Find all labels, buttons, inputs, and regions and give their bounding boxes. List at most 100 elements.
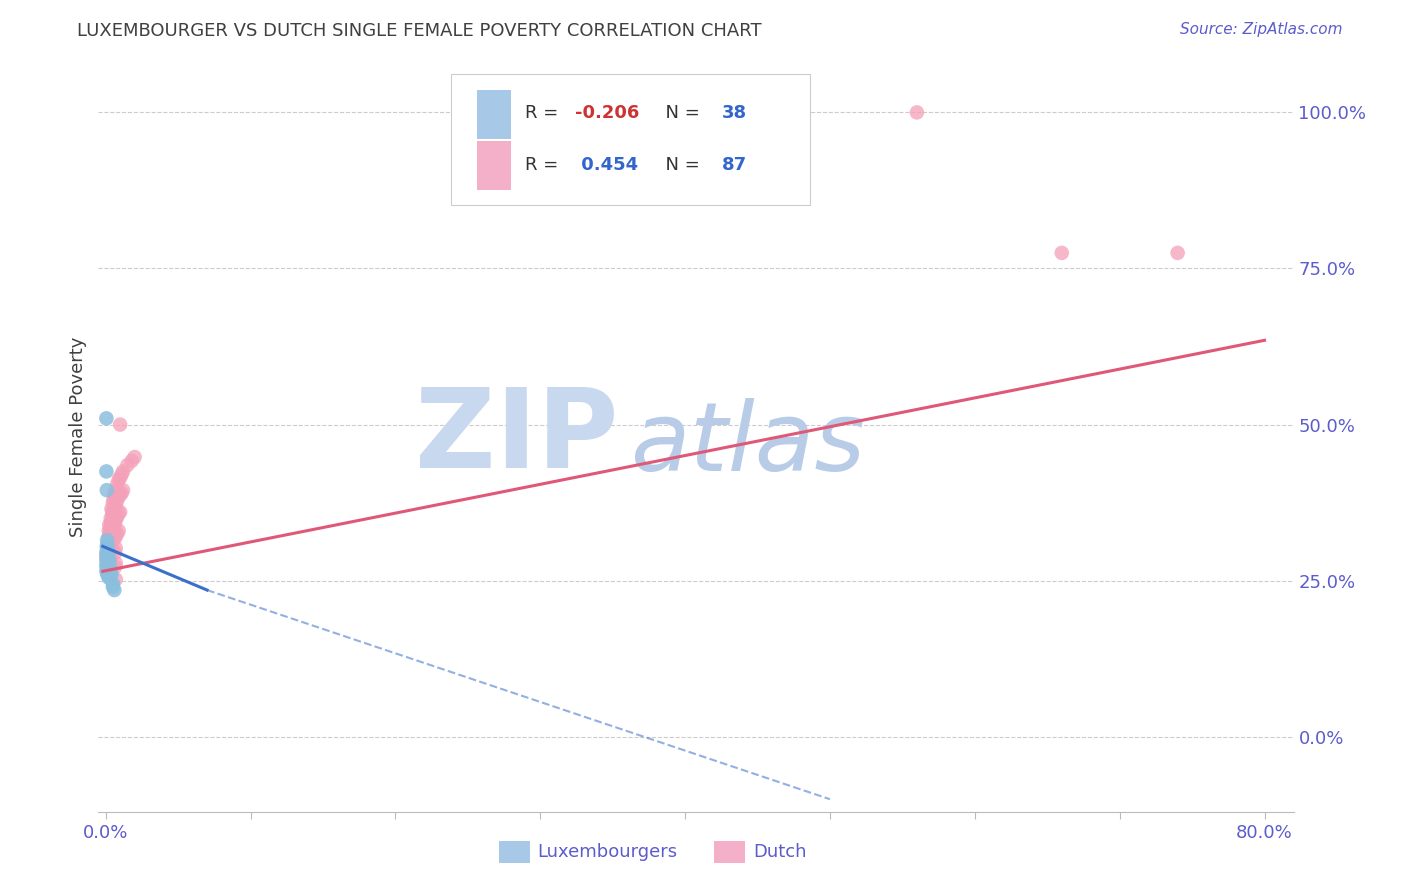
Point (100, 514, 122, 528)
Point (103, 492, 125, 507)
Point (98, 521, 121, 535)
Point (96, 539, 118, 553)
Text: R =: R = (524, 103, 564, 121)
Point (124, 450, 146, 464)
Point (97, 551, 120, 566)
Point (104, 541, 127, 556)
Point (98, 546, 121, 560)
Point (112, 464, 135, 478)
Point (97, 558, 120, 573)
Point (96, 464, 118, 478)
Point (98, 561, 121, 575)
Text: -0.206: -0.206 (575, 103, 640, 121)
Point (97, 571, 120, 585)
Point (96, 537, 118, 551)
Point (101, 505, 124, 519)
Text: N =: N = (654, 103, 706, 121)
Point (96, 542, 118, 557)
Point (110, 486, 132, 500)
Text: LUXEMBOURGER VS DUTCH SINGLE FEMALE POVERTY CORRELATION CHART: LUXEMBOURGER VS DUTCH SINGLE FEMALE POVE… (77, 22, 762, 40)
Point (100, 565, 122, 579)
Point (96, 555, 118, 569)
Text: Luxembourgers: Luxembourgers (537, 843, 678, 861)
Point (97, 546, 120, 560)
Point (104, 560, 127, 574)
Point (100, 526, 122, 541)
Point (100, 551, 122, 566)
Point (110, 467, 132, 482)
Point (103, 526, 125, 541)
Point (101, 580, 124, 594)
Point (96, 551, 118, 566)
Point (97, 551, 120, 566)
Point (101, 530, 124, 544)
Point (98, 526, 121, 541)
Point (104, 517, 127, 532)
Point (103, 583, 125, 598)
Point (97, 539, 120, 553)
Point (98, 549, 121, 563)
Point (107, 473, 129, 487)
Point (105, 493, 128, 508)
Point (96, 411, 118, 425)
Point (97, 561, 120, 575)
Point (103, 531, 125, 545)
Point (97, 536, 120, 550)
Point (105, 526, 128, 541)
Point (98, 565, 121, 579)
Point (107, 506, 129, 520)
Point (97, 533, 120, 547)
Point (107, 489, 129, 503)
FancyBboxPatch shape (451, 74, 810, 205)
Point (96, 549, 118, 563)
Point (96, 546, 118, 560)
FancyBboxPatch shape (477, 141, 510, 190)
Point (101, 508, 124, 523)
Point (103, 500, 125, 514)
Point (104, 512, 127, 526)
Point (96, 539, 118, 553)
Text: atlas: atlas (630, 398, 865, 491)
Point (96, 561, 118, 575)
Text: R =: R = (524, 156, 564, 174)
Point (107, 524, 129, 538)
Point (96, 555, 118, 569)
Point (101, 577, 124, 591)
Point (100, 533, 122, 547)
Point (96, 567, 118, 582)
Point (97, 558, 120, 573)
Point (101, 521, 124, 535)
Point (97, 561, 120, 575)
Point (103, 517, 125, 532)
Point (105, 476, 128, 491)
Point (101, 517, 124, 532)
Point (100, 542, 122, 557)
Point (108, 417, 131, 432)
Point (96, 549, 118, 563)
Point (104, 499, 127, 513)
Point (100, 539, 122, 553)
Point (96, 483, 118, 498)
FancyBboxPatch shape (477, 90, 510, 139)
Point (98, 536, 121, 550)
Point (96, 558, 118, 573)
Point (905, 105, 928, 120)
Y-axis label: Single Female Poverty: Single Female Poverty (69, 337, 87, 537)
Point (97, 567, 120, 582)
Point (98, 517, 121, 532)
Point (97, 542, 120, 557)
Point (97, 524, 120, 538)
Point (96, 549, 118, 563)
Point (96, 565, 118, 579)
Point (97, 549, 120, 563)
Point (100, 511, 122, 525)
Text: 38: 38 (723, 103, 748, 121)
Text: 87: 87 (723, 156, 748, 174)
Point (121, 454, 143, 468)
Point (108, 505, 131, 519)
Point (104, 526, 127, 541)
Point (104, 573, 127, 587)
Point (96, 561, 118, 575)
Point (104, 489, 127, 503)
Point (98, 571, 121, 585)
